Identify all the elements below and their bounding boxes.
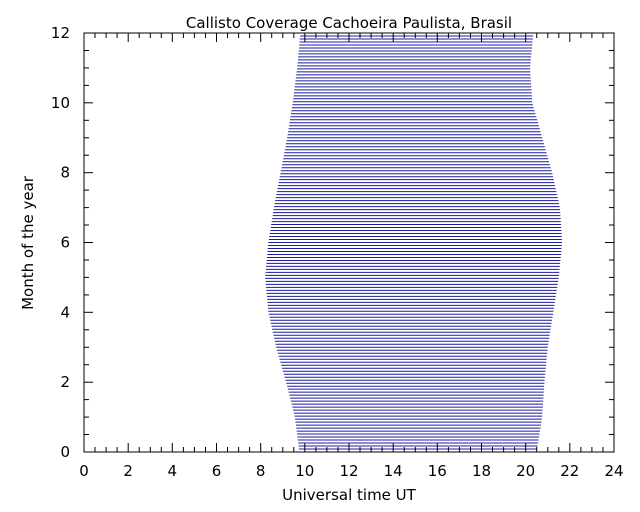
y-tick-label: 0 <box>60 443 70 461</box>
x-tick-label: 6 <box>212 462 222 480</box>
x-tick-label: 22 <box>560 462 579 480</box>
x-tick-label: 14 <box>384 462 403 480</box>
x-tick-label: 4 <box>168 462 178 480</box>
x-axis-label: Universal time UT <box>282 486 417 504</box>
coverage-band <box>265 32 563 453</box>
y-tick-label: 8 <box>60 164 70 182</box>
x-tick-label: 18 <box>472 462 491 480</box>
y-tick-label: 10 <box>51 94 70 112</box>
y-tick-label: 2 <box>60 373 70 391</box>
axis-ticks <box>83 32 615 453</box>
x-tick-label: 24 <box>604 462 623 480</box>
x-tick-label: 10 <box>295 462 314 480</box>
x-tick-label: 2 <box>123 462 133 480</box>
y-tick-label: 4 <box>60 303 70 321</box>
y-axis-label: Month of the year <box>19 175 37 310</box>
x-tick-label: 16 <box>428 462 447 480</box>
x-tick-label: 8 <box>256 462 266 480</box>
x-tick-label: 0 <box>79 462 89 480</box>
chart-title: Callisto Coverage Cachoeira Paulista, Br… <box>186 14 512 32</box>
x-tick-label: 20 <box>516 462 535 480</box>
x-tick-label: 12 <box>339 462 358 480</box>
y-tick-label: 6 <box>60 234 70 252</box>
y-tick-label: 12 <box>51 24 70 42</box>
